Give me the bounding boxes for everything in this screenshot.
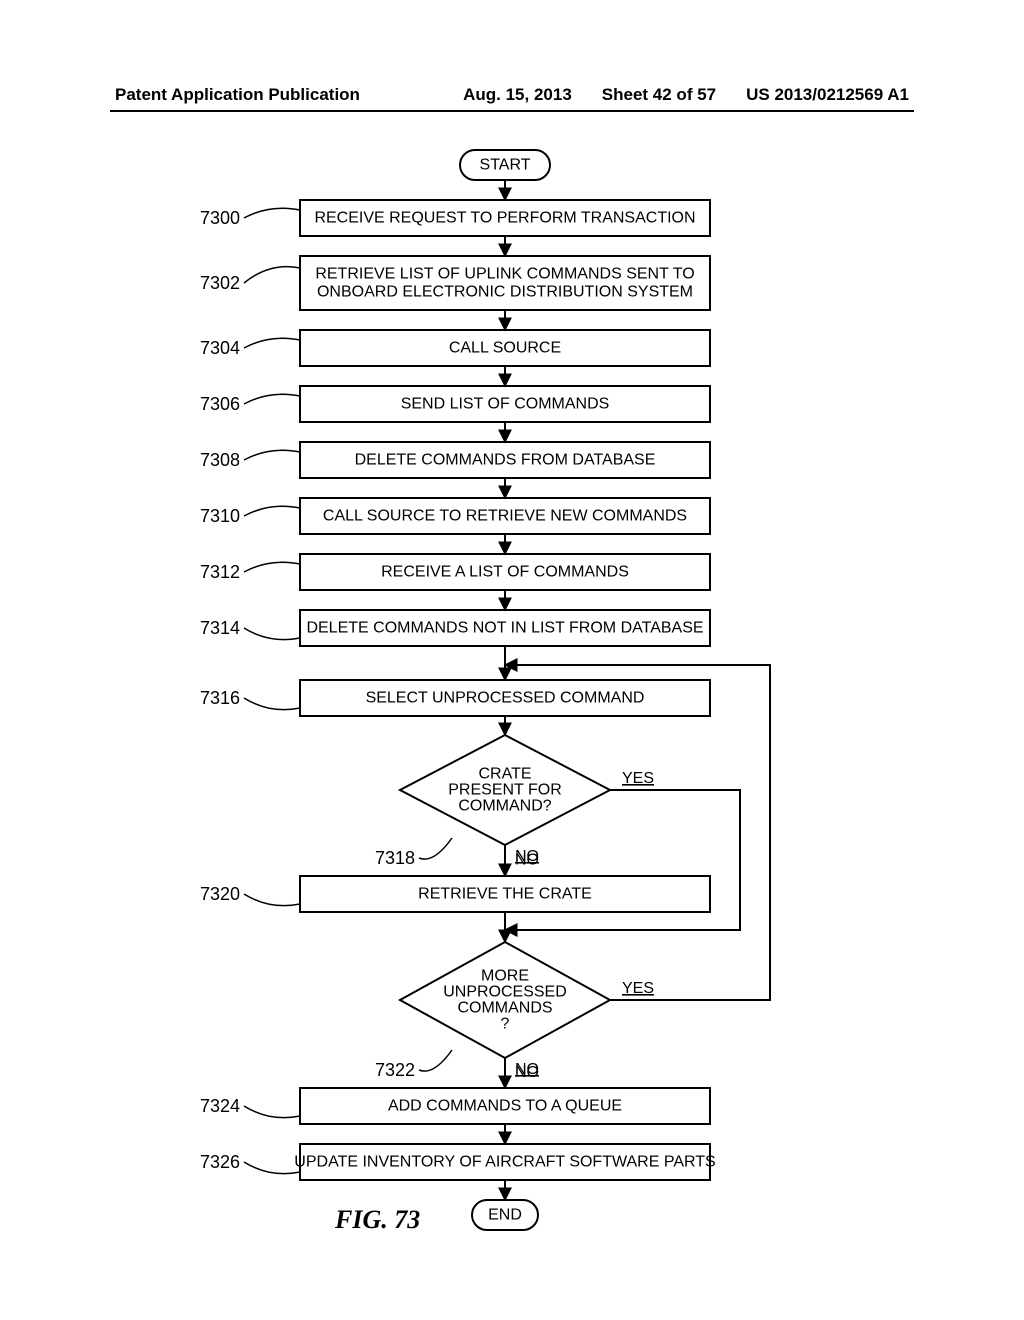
svg-text:PRESENT FOR: PRESENT FOR bbox=[448, 782, 562, 799]
svg-text:UNPROCESSED: UNPROCESSED bbox=[443, 984, 567, 1001]
svg-text:RECEIVE A LIST OF COMMANDS: RECEIVE A LIST OF COMMANDS bbox=[381, 564, 629, 581]
svg-text:FIG. 73: FIG. 73 bbox=[334, 1205, 420, 1234]
svg-text:DELETE COMMANDS NOT IN LIST FR: DELETE COMMANDS NOT IN LIST FROM DATABAS… bbox=[306, 620, 703, 637]
svg-text:7304: 7304 bbox=[200, 338, 240, 358]
svg-text:COMMANDS: COMMANDS bbox=[457, 1000, 552, 1017]
svg-text:NO: NO bbox=[515, 1061, 539, 1078]
flowchart-figure: START RECEIVE REQUEST TO PERFORM TRANSACT… bbox=[0, 140, 1024, 1265]
svg-text:RETRIEVE LIST OF UPLINK COMMAN: RETRIEVE LIST OF UPLINK COMMANDS SENT TO bbox=[315, 266, 694, 283]
publication-number: US 2013/0212569 A1 bbox=[746, 85, 909, 105]
svg-text:SELECT UNPROCESSED COMMAND: SELECT UNPROCESSED COMMAND bbox=[366, 690, 645, 707]
svg-text:MORE: MORE bbox=[481, 968, 529, 985]
svg-text:7306: 7306 bbox=[200, 394, 240, 414]
svg-text:YES: YES bbox=[622, 980, 654, 997]
svg-text:ONBOARD ELECTRONIC DISTRIBUTIO: ONBOARD ELECTRONIC DISTRIBUTION SYSTEM bbox=[317, 284, 693, 301]
header-rule bbox=[110, 110, 914, 112]
svg-text:CALL SOURCE: CALL SOURCE bbox=[449, 340, 561, 357]
svg-text:CALL SOURCE TO RETRIEVE NEW CO: CALL SOURCE TO RETRIEVE NEW COMMANDS bbox=[323, 508, 687, 525]
publication-label: Patent Application Publication bbox=[115, 85, 463, 105]
svg-text:NO: NO bbox=[515, 848, 539, 865]
svg-text:ADD COMMANDS TO A QUEUE: ADD COMMANDS TO A QUEUE bbox=[388, 1098, 622, 1115]
sheet-number: Sheet 42 of 57 bbox=[602, 85, 716, 105]
svg-text:7318: 7318 bbox=[375, 848, 415, 868]
svg-text:END: END bbox=[488, 1207, 522, 1224]
svg-text:RETRIEVE THE CRATE: RETRIEVE THE CRATE bbox=[418, 886, 592, 903]
svg-text:7326: 7326 bbox=[200, 1152, 240, 1172]
svg-text:7308: 7308 bbox=[200, 450, 240, 470]
svg-text:?: ? bbox=[501, 1016, 510, 1033]
svg-text:7302: 7302 bbox=[200, 273, 240, 293]
svg-text:START: START bbox=[480, 157, 531, 174]
svg-text:7314: 7314 bbox=[200, 618, 240, 638]
svg-text:7310: 7310 bbox=[200, 506, 240, 526]
svg-text:DELETE COMMANDS FROM DATABASE: DELETE COMMANDS FROM DATABASE bbox=[355, 452, 656, 469]
svg-text:CRATE: CRATE bbox=[478, 766, 531, 783]
svg-text:COMMAND?: COMMAND? bbox=[458, 798, 551, 815]
svg-text:SEND LIST OF COMMANDS: SEND LIST OF COMMANDS bbox=[401, 396, 610, 413]
svg-text:YES: YES bbox=[622, 770, 654, 787]
svg-text:7322: 7322 bbox=[375, 1060, 415, 1080]
svg-text:7312: 7312 bbox=[200, 562, 240, 582]
page-header: Patent Application Publication Aug. 15, … bbox=[115, 85, 909, 105]
patent-page: Patent Application Publication Aug. 15, … bbox=[0, 0, 1024, 1320]
svg-text:7324: 7324 bbox=[200, 1096, 240, 1116]
svg-text:UPDATE INVENTORY OF AIRCRAFT S: UPDATE INVENTORY OF AIRCRAFT SOFTWARE PA… bbox=[294, 1154, 715, 1171]
svg-text:RECEIVE REQUEST TO PERFORM TRA: RECEIVE REQUEST TO PERFORM TRANSACTION bbox=[314, 210, 695, 227]
publication-date: Aug. 15, 2013 bbox=[463, 85, 572, 105]
svg-text:7316: 7316 bbox=[200, 688, 240, 708]
svg-text:7320: 7320 bbox=[200, 884, 240, 904]
svg-text:7300: 7300 bbox=[200, 208, 240, 228]
